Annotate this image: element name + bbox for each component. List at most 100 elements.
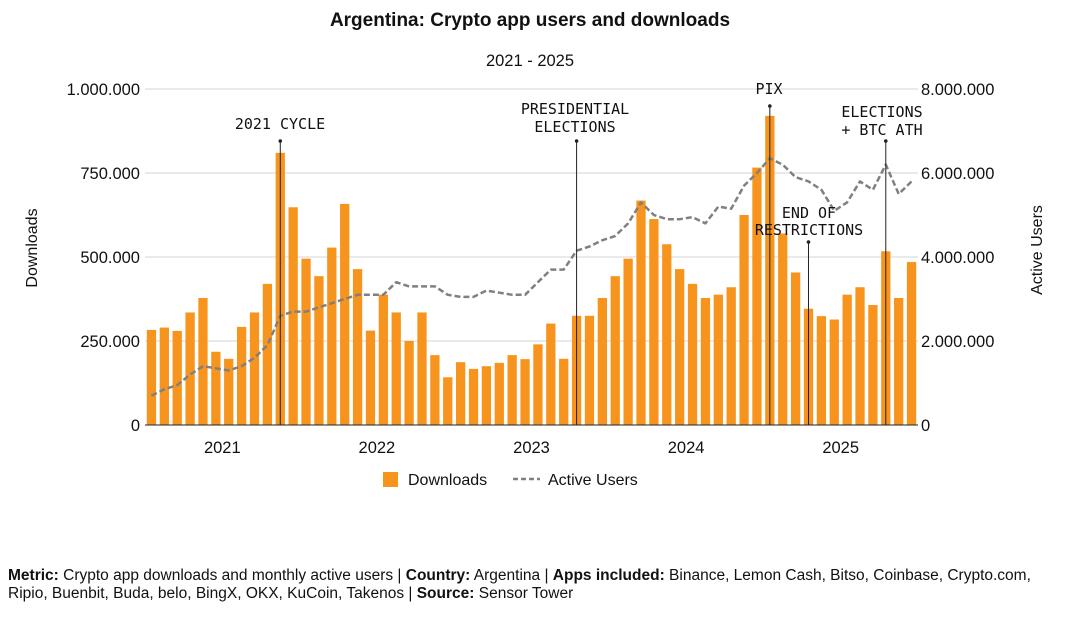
download-bar xyxy=(687,283,698,425)
footer-apps-value: Binance, Lemon Cash, Bitso, Coinbase, Cr… xyxy=(8,567,1031,602)
chart-subtitle: 2021 - 2025 xyxy=(486,52,574,70)
download-bar xyxy=(327,247,337,425)
legend-downloads-label: Downloads xyxy=(408,472,487,489)
download-bar xyxy=(855,287,865,425)
annotation-label: RESTRICTIONS xyxy=(755,221,863,239)
axis-ticks: 0 0 250.000 2.000.000 500.000 4.000.000 750.00… xyxy=(67,81,995,457)
download-bar xyxy=(262,283,273,425)
active-users-line xyxy=(150,157,913,397)
download-bar xyxy=(816,316,827,425)
download-bar xyxy=(675,269,685,425)
download-bar xyxy=(778,233,788,425)
y-left-tick-label: 1.000.000 xyxy=(67,81,140,99)
download-bar xyxy=(790,272,801,425)
annotation-dot xyxy=(574,139,579,143)
y-right-tick-label: 0 xyxy=(921,417,930,435)
download-bar xyxy=(610,276,620,425)
download-bar xyxy=(352,269,363,425)
x-tick-label: 2021 xyxy=(204,439,241,457)
download-bar xyxy=(340,203,350,425)
download-bar xyxy=(365,330,376,425)
annotation-label: PRESIDENTIAL xyxy=(521,100,629,118)
annotation-dot xyxy=(768,104,772,108)
download-bar xyxy=(597,297,607,425)
download-bar xyxy=(146,329,157,425)
download-bar xyxy=(906,262,917,425)
download-bar xyxy=(378,294,388,425)
download-bar xyxy=(185,312,195,425)
y-left-tick-label: 250.000 xyxy=(80,333,140,351)
download-bar xyxy=(249,312,260,425)
y-right-tick-label: 8.000.000 xyxy=(921,81,994,99)
y-right-tick-label: 4.000.000 xyxy=(921,249,994,267)
download-bar xyxy=(236,326,247,425)
footer-source-value: Sensor Tower xyxy=(474,585,574,602)
download-bar xyxy=(623,258,633,425)
download-bar xyxy=(584,315,595,425)
footer-metric-label: Metric: xyxy=(8,567,59,584)
download-bar xyxy=(159,327,169,425)
download-bar xyxy=(314,276,324,425)
annotation-label: ELECTIONS xyxy=(841,103,922,121)
annotation-label: + BTC ATH xyxy=(841,121,922,139)
download-bar xyxy=(456,362,466,425)
download-bar xyxy=(301,258,311,425)
download-bar xyxy=(391,312,401,425)
download-bar xyxy=(507,355,517,425)
annotation-label: 2021 CYCLE xyxy=(235,115,325,133)
download-bar xyxy=(533,344,543,425)
annotation-dot xyxy=(806,240,811,244)
legend-downloads-swatch xyxy=(383,472,398,487)
download-bar xyxy=(198,297,208,425)
download-bar xyxy=(211,351,221,425)
download-bar xyxy=(481,366,492,425)
download-bar xyxy=(829,319,839,425)
annotation-label: ELECTIONS xyxy=(534,118,615,136)
footer-country-label: Country: xyxy=(405,567,471,584)
download-bar xyxy=(430,355,440,425)
chart: Argentina: Crypto app users and download… xyxy=(24,10,1046,489)
x-tick-label: 2023 xyxy=(513,439,550,457)
legend: Downloads Active Users xyxy=(383,472,638,489)
download-bar xyxy=(726,287,736,425)
download-bar xyxy=(546,323,556,425)
download-bar xyxy=(417,312,427,425)
footer-metric-value: Crypto app downloads and monthly active … xyxy=(58,567,406,584)
download-bar xyxy=(443,377,453,425)
y-axis-right-label: Active Users xyxy=(1029,205,1046,295)
x-tick-label: 2025 xyxy=(822,439,859,457)
footer-country-value: Argentina | xyxy=(470,567,553,584)
x-tick-label: 2024 xyxy=(668,439,705,457)
chart-title: Argentina: Crypto app users and download… xyxy=(330,10,730,31)
download-bar xyxy=(752,167,762,425)
y-right-tick-label: 2.000.000 xyxy=(921,333,994,351)
y-right-tick-label: 6.000.000 xyxy=(921,165,994,183)
y-left-tick-label: 500.000 xyxy=(80,249,140,267)
y-left-tick-label: 0 xyxy=(131,417,140,435)
footer-source-label: Source: xyxy=(416,585,475,602)
download-bar xyxy=(288,207,298,425)
download-bar xyxy=(172,330,182,425)
y-left-tick-label: 750.000 xyxy=(80,165,140,183)
annotation-dot xyxy=(278,139,283,143)
download-bar xyxy=(404,341,414,425)
download-bar xyxy=(894,297,904,425)
download-bar xyxy=(468,368,479,425)
download-bar xyxy=(494,362,504,425)
y-axis-left-label: Downloads xyxy=(24,208,41,287)
legend-active-users-label: Active Users xyxy=(548,472,638,489)
download-bar xyxy=(649,219,659,425)
download-bar xyxy=(636,200,646,425)
grid xyxy=(145,88,918,342)
download-bar xyxy=(559,358,569,425)
download-bar xyxy=(842,294,852,425)
download-bar xyxy=(713,294,723,425)
annotation-dot xyxy=(883,139,888,143)
active-users-series xyxy=(150,157,913,397)
download-bar xyxy=(700,297,711,425)
download-bar xyxy=(739,215,749,425)
annotation-label: PIX xyxy=(755,80,782,98)
footer-apps-label: Apps included: xyxy=(552,567,665,584)
download-bar xyxy=(868,305,878,425)
